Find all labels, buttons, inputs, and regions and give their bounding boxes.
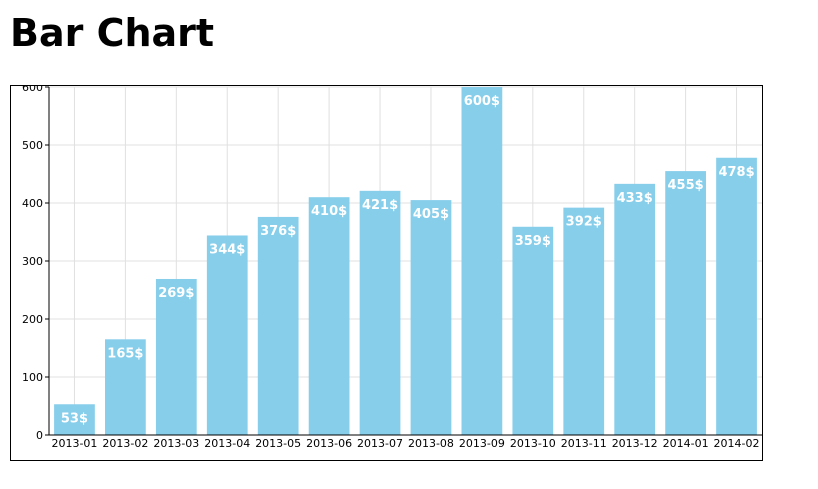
bar-value-labels: 53$ 165$ 269$ 344$ 376$ 410$ 421$ 405$ 600$ 359$ 3… xyxy=(61,94,755,426)
x-tick-label: 2013-04 xyxy=(204,437,250,450)
bar-2013-03 xyxy=(155,278,197,435)
bar-2014-01 xyxy=(665,171,706,435)
bar-value-label: 359$ xyxy=(515,234,551,249)
bar-value-label: 53$ xyxy=(61,411,88,426)
bar-2013-02 xyxy=(105,339,146,435)
bar-value-label: 455$ xyxy=(668,178,704,193)
bar-value-label: 433$ xyxy=(617,191,653,206)
x-tick-label: 2013-11 xyxy=(561,437,607,450)
bar-value-label: 344$ xyxy=(209,242,245,257)
bar-2013-09 xyxy=(461,87,503,435)
bar-2013-07 xyxy=(359,190,401,435)
bar-2013-01 xyxy=(54,404,95,435)
bar-chart: 0 100 200 300 400 500 600 2013-01 2013-02 2013-03… xyxy=(22,86,762,450)
bar-2013-10 xyxy=(512,226,554,435)
bar-2013-04 xyxy=(206,235,248,435)
bar-value-label: 410$ xyxy=(311,204,347,219)
x-tick-label: 2013-07 xyxy=(357,437,403,450)
y-tick-label: 300 xyxy=(22,255,43,268)
y-tick-label: 200 xyxy=(22,313,43,326)
bar-2014-02 xyxy=(716,157,757,435)
bar-value-label: 478$ xyxy=(718,165,754,180)
bar-value-label: 376$ xyxy=(260,224,296,239)
bars xyxy=(54,87,757,435)
axes: 0 100 200 300 400 500 600 2013-01 2013-02 2013-03… xyxy=(22,86,762,450)
x-tick-label: 2014-01 xyxy=(663,437,709,450)
x-tick-label: 2013-01 xyxy=(51,437,97,450)
x-tick-label: 2013-09 xyxy=(459,437,505,450)
y-tick-label: 600 xyxy=(22,86,43,94)
bar-value-label: 269$ xyxy=(158,286,194,301)
y-tick-label: 500 xyxy=(22,139,43,152)
x-tick-label: 2013-05 xyxy=(255,437,301,450)
bar-2013-05 xyxy=(257,216,299,435)
bar-value-label: 405$ xyxy=(413,207,449,222)
chart-container: 0 100 200 300 400 500 600 2013-01 2013-02 2013-03… xyxy=(10,85,763,461)
bar-2013-06 xyxy=(308,197,350,435)
x-tick-label: 2013-03 xyxy=(153,437,199,450)
bar-value-label: 421$ xyxy=(362,198,398,213)
bar-2013-08 xyxy=(410,200,452,435)
bar-value-label: 392$ xyxy=(566,215,602,230)
x-tick-label: 2014-02 xyxy=(714,437,760,450)
x-tick-label: 2013-06 xyxy=(306,437,352,450)
bar-2013-11 xyxy=(563,207,605,435)
x-tick-label: 2013-08 xyxy=(408,437,454,450)
y-tick-label: 0 xyxy=(36,429,43,442)
x-tick-label: 2013-02 xyxy=(102,437,148,450)
x-tick-label: 2013-10 xyxy=(510,437,556,450)
bar-value-label: 165$ xyxy=(107,346,143,361)
x-tick-label: 2013-12 xyxy=(612,437,658,450)
bar-2013-12 xyxy=(614,183,656,435)
page-title: Bar Chart xyxy=(10,11,215,55)
y-tick-label: 100 xyxy=(22,371,43,384)
bar-value-label: 600$ xyxy=(464,94,500,109)
y-tick-label: 400 xyxy=(22,197,43,210)
